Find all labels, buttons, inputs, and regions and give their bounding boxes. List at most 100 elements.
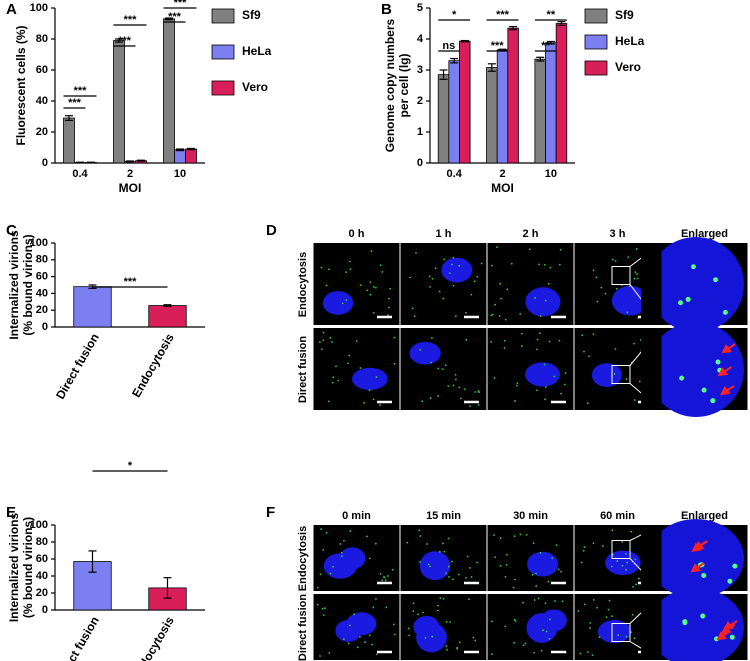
column-header: 30 min — [513, 510, 548, 522]
y-axis-label: Genome copy numbers — [383, 18, 397, 152]
virion — [611, 615, 613, 618]
virion — [499, 537, 502, 540]
virion — [543, 263, 546, 266]
virion — [490, 264, 493, 267]
virion — [431, 337, 433, 339]
y-axis-label: (% bound virions) — [21, 234, 35, 335]
virion — [412, 602, 415, 605]
virion — [536, 348, 538, 351]
bar — [555, 23, 568, 164]
virion — [438, 290, 441, 293]
virion — [472, 636, 475, 639]
y-tick-label: 100 — [30, 2, 48, 14]
virion — [614, 260, 617, 262]
column-header: 15 min — [426, 510, 461, 522]
virion — [437, 609, 439, 612]
virion — [525, 533, 528, 536]
bar — [437, 74, 450, 164]
virion — [548, 637, 551, 640]
virion — [428, 275, 431, 278]
column-header: 60 min — [600, 510, 635, 522]
significance-label: *** — [118, 35, 132, 47]
virion — [587, 651, 589, 654]
bar — [486, 67, 498, 164]
virion — [588, 355, 590, 358]
virion — [596, 606, 598, 609]
virion — [544, 386, 547, 388]
y-tick-label: 60 — [36, 553, 48, 565]
y-tick-label: 5 — [417, 2, 423, 14]
virion — [542, 629, 544, 632]
virion — [614, 348, 617, 350]
virion — [531, 573, 534, 576]
virion — [317, 586, 319, 589]
virion — [682, 620, 688, 626]
virion — [493, 377, 496, 379]
virion — [539, 315, 542, 318]
virion — [544, 398, 546, 401]
significance-label: *** — [124, 14, 138, 26]
arrow — [721, 343, 736, 354]
virion — [617, 634, 620, 637]
virion — [638, 380, 641, 383]
virion — [374, 542, 377, 545]
virion — [392, 623, 395, 626]
virion — [407, 627, 410, 630]
virion — [454, 378, 457, 381]
virion — [415, 251, 417, 254]
significance-label: *** — [491, 40, 505, 52]
nucleus — [648, 588, 744, 661]
y-tick-label: 40 — [36, 95, 48, 107]
virion — [411, 307, 414, 310]
virion — [408, 634, 411, 637]
row-label: Endocytosis — [297, 526, 309, 591]
virion — [456, 648, 459, 650]
virion — [374, 286, 377, 289]
virion — [591, 654, 594, 657]
virion — [503, 347, 506, 349]
virion — [348, 624, 351, 627]
virion — [557, 568, 560, 571]
virion — [732, 563, 738, 569]
virion — [522, 644, 525, 647]
virion — [375, 597, 377, 600]
virion — [366, 535, 368, 538]
y-tick-label: 0 — [42, 604, 48, 616]
y-tick-label: 2 — [417, 95, 423, 107]
nucleus — [335, 619, 362, 642]
virion — [635, 248, 638, 250]
virion — [729, 634, 735, 640]
virion — [325, 284, 328, 287]
virion — [539, 551, 542, 554]
virion — [543, 363, 546, 366]
nucleus — [648, 519, 744, 598]
virion — [512, 586, 515, 589]
nucleus — [441, 257, 473, 283]
virion — [452, 284, 455, 287]
x-tick-label: 0.4 — [72, 168, 88, 180]
y-tick-label: 80 — [36, 254, 48, 266]
significance-label: *** — [496, 9, 510, 21]
column-header: 1 h — [436, 228, 452, 240]
virion — [459, 397, 462, 400]
virion — [393, 336, 396, 339]
bar — [174, 149, 186, 164]
virion — [469, 566, 471, 569]
significance-label: *** — [68, 97, 82, 109]
virion — [583, 350, 585, 353]
virion — [504, 318, 507, 321]
legend-swatch — [211, 80, 235, 96]
virion — [631, 613, 634, 616]
virion — [316, 603, 319, 606]
virion — [522, 601, 525, 604]
virion — [448, 576, 450, 578]
significance-label: ns — [442, 40, 455, 52]
y-axis-label: Fluorescent cells (%) — [14, 25, 28, 145]
virion — [580, 561, 583, 564]
virion — [558, 263, 561, 266]
virion — [458, 386, 461, 389]
virion — [583, 603, 586, 606]
virion — [349, 530, 352, 532]
nucleus — [419, 551, 451, 581]
virion — [633, 342, 636, 345]
